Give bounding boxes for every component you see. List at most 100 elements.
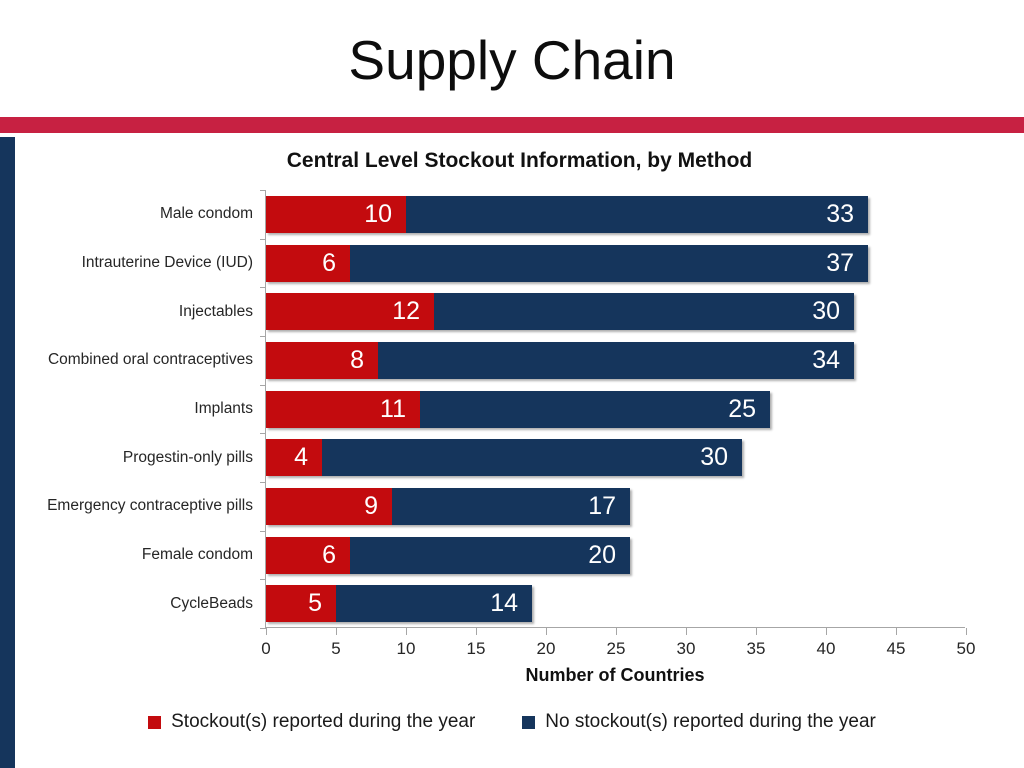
bar-segment-stockout: 4 [266, 439, 322, 477]
stacked-bar: 4 30 [266, 439, 742, 477]
stacked-bar: 5 14 [266, 585, 532, 623]
slide-title: Supply Chain [348, 29, 676, 91]
bar-row: 12 30 [266, 287, 965, 336]
bar-segment-no-stockout: 14 [336, 585, 532, 623]
x-axis-tick [756, 628, 757, 635]
stacked-bar: 6 37 [266, 244, 868, 282]
bar-value-label: 34 [812, 346, 840, 374]
y-axis-tick [260, 190, 266, 191]
bar-value-label: 5 [308, 589, 322, 618]
category-label: Emergency contraceptive pills [47, 497, 253, 515]
bar-row: 4 30 [266, 433, 965, 482]
x-axis-tick-label: 0 [261, 639, 271, 658]
chart-title: Central Level Stockout Information, by M… [286, 149, 753, 172]
category-label: Female condom [141, 545, 253, 563]
bar-segment-no-stockout: 20 [350, 536, 630, 574]
bar-value-label: 10 [364, 200, 392, 228]
x-axis-tick-label: 25 [606, 639, 626, 658]
x-axis-tick [266, 628, 267, 635]
bar-value-label: 33 [826, 200, 854, 228]
x-axis-tick-label: 30 [676, 639, 696, 658]
bar-row: 8 34 [266, 336, 965, 385]
stacked-bar: 9 17 [266, 488, 630, 525]
stacked-bar: 11 25 [266, 390, 770, 428]
category-label: Progestin-only pills [122, 448, 253, 466]
bar-segment-stockout: 12 [266, 293, 434, 331]
bar-value-label: 9 [364, 492, 378, 520]
bar-row: 9 17 [266, 482, 965, 531]
legend-label: Stockout(s) reported during the year [171, 711, 476, 732]
y-axis-tick [260, 336, 266, 337]
y-axis-tick [260, 530, 266, 532]
bar-segment-no-stockout: 33 [406, 196, 868, 233]
bar-chart-plot-area: 10 33 6 37 12 30 8 34 11 25 4 30 9 17 6 20 5 14 0 5 10 15 20 25… [260, 190, 975, 658]
legend-item-stockout: Stockout(s) reported during the year [148, 711, 475, 733]
slide-accent-top-bar [0, 117, 1024, 133]
y-axis-tick [260, 628, 266, 629]
bar-value-label: 25 [728, 394, 756, 423]
x-axis-tick-label: 20 [536, 639, 556, 658]
bar-row: 5 14 [266, 579, 965, 628]
bar-segment-no-stockout: 37 [350, 244, 868, 282]
bar-segment-stockout: 11 [266, 390, 420, 428]
bar-segment-no-stockout: 30 [322, 439, 742, 477]
bar-value-label: 11 [380, 394, 406, 423]
bar-value-label: 6 [322, 248, 336, 277]
x-axis-tick-label: 40 [816, 639, 836, 658]
stacked-bar: 12 30 [266, 293, 854, 331]
x-axis-tick [406, 628, 407, 635]
bar-value-label: 14 [490, 589, 518, 618]
bar-segment-no-stockout: 30 [434, 293, 854, 331]
legend-swatch-stockout-icon [148, 715, 162, 729]
bar-segment-stockout: 6 [266, 536, 350, 574]
x-axis-tick-label: 50 [956, 639, 976, 658]
bar-value-label: 20 [588, 540, 616, 569]
bar-value-label: 8 [350, 346, 364, 374]
x-axis-tick-label: 45 [886, 639, 906, 658]
bar-value-label: 12 [392, 297, 420, 326]
y-axis-tick [260, 433, 266, 435]
bar-row: 6 37 [266, 239, 965, 288]
bar-row: 10 33 [266, 190, 965, 239]
chart-legend: Stockout(s) reported during the year No s… [0, 711, 1024, 733]
x-axis-tick [546, 628, 547, 635]
y-axis-tick [260, 579, 266, 581]
bar-row: 11 25 [266, 385, 965, 434]
stacked-bar: 6 20 [266, 536, 630, 574]
bar-segment-stockout: 8 [266, 342, 378, 379]
bar-segment-stockout: 9 [266, 488, 392, 525]
x-axis-tick [336, 628, 337, 635]
legend-swatch-no-stockout-icon [522, 715, 536, 729]
stacked-bar: 10 33 [266, 196, 868, 233]
x-axis-tick [966, 628, 967, 635]
bar-segment-stockout: 6 [266, 244, 350, 282]
stacked-bar: 8 34 [266, 342, 854, 379]
bar-segment-no-stockout: 25 [420, 390, 770, 428]
category-label: Combined oral contraceptives [47, 351, 253, 369]
x-axis-tick [826, 628, 827, 635]
bar-value-label: 17 [588, 492, 616, 520]
x-axis-tick-label: 10 [396, 639, 416, 658]
x-axis-tick-label: 5 [331, 639, 341, 658]
bar-segment-stockout: 10 [266, 196, 406, 233]
category-label: Intrauterine Device (IUD) [81, 253, 253, 271]
bar-value-label: 30 [700, 443, 728, 472]
category-axis-labels: Male condom Intrauterine Device (IUD) Inje… [20, 190, 253, 628]
x-axis-title: Number of Countries [525, 665, 705, 685]
legend-label: No stockout(s) reported during the year [545, 711, 876, 732]
y-axis-tick [260, 238, 266, 240]
category-label: Male condom [159, 205, 253, 223]
bar-value-label: 4 [294, 443, 308, 472]
x-axis-tick [476, 628, 477, 635]
x-axis-tick-label: 35 [746, 639, 766, 658]
bar-segment-stockout: 5 [266, 585, 336, 623]
x-axis-tick [686, 628, 687, 635]
x-axis-tick-label: 15 [466, 639, 486, 658]
slide-accent-left-bar [0, 137, 15, 768]
bar-row: 6 20 [266, 531, 965, 580]
x-axis-tick [616, 628, 617, 635]
y-axis-tick [260, 287, 266, 289]
category-label: Injectables [178, 302, 253, 320]
y-axis-tick [260, 384, 266, 386]
bar-segment-no-stockout: 34 [378, 342, 854, 379]
